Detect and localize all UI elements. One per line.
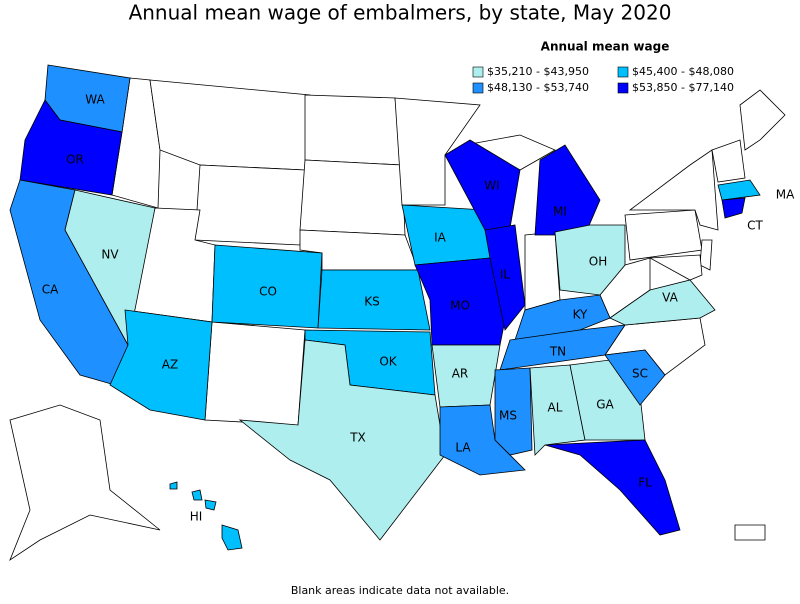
state-label: IA bbox=[434, 231, 447, 245]
state bbox=[494, 367, 533, 456]
state-label: MA bbox=[776, 188, 795, 202]
state-label: MI bbox=[553, 205, 567, 219]
state-label: TX bbox=[349, 431, 366, 445]
state-label: GA bbox=[596, 398, 614, 412]
state bbox=[19, 99, 123, 196]
legend-swatch bbox=[472, 66, 484, 78]
state-label: WI bbox=[484, 179, 499, 193]
state-label: CO bbox=[259, 285, 277, 299]
state bbox=[444, 139, 521, 231]
legend-swatch bbox=[617, 66, 629, 78]
state bbox=[499, 324, 626, 371]
state bbox=[238, 339, 446, 541]
state-label: KY bbox=[573, 308, 588, 322]
state bbox=[221, 524, 243, 551]
state-label: OH bbox=[589, 255, 607, 269]
state-label: MS bbox=[499, 409, 517, 423]
title: Annual mean wage of embalmers, by state,… bbox=[129, 1, 672, 25]
state bbox=[484, 224, 526, 331]
state-label: AZ bbox=[162, 358, 178, 372]
legend-label: $45,400 - $48,080 bbox=[632, 65, 734, 78]
legend-swatch bbox=[617, 82, 629, 94]
state-label: CT bbox=[747, 219, 763, 233]
state bbox=[609, 279, 716, 326]
state-label: SC bbox=[632, 367, 648, 381]
state bbox=[439, 404, 526, 476]
state bbox=[191, 489, 203, 501]
state-label: LA bbox=[455, 441, 471, 455]
legend-label: $53,850 - $77,140 bbox=[632, 81, 734, 94]
state-label: FL bbox=[638, 476, 652, 490]
state bbox=[544, 439, 681, 536]
state-label: WA bbox=[85, 93, 105, 107]
state bbox=[169, 481, 178, 490]
state-label: IL bbox=[500, 268, 511, 282]
state-label: KS bbox=[364, 295, 380, 309]
state-label: MO bbox=[450, 299, 470, 313]
legend-title: Annual mean wage bbox=[541, 40, 670, 54]
legend-swatch bbox=[472, 82, 484, 94]
legend: $35,210 - $43,950 $45,400 - $48,080 $48,13… bbox=[472, 65, 734, 94]
state-label: CA bbox=[42, 283, 59, 297]
state-label: HI bbox=[190, 510, 203, 524]
state bbox=[204, 499, 217, 511]
state bbox=[721, 197, 746, 219]
state bbox=[317, 269, 431, 331]
state bbox=[534, 144, 601, 236]
state-label: AR bbox=[452, 367, 469, 381]
state bbox=[604, 349, 666, 406]
state bbox=[554, 224, 626, 296]
state-label: NV bbox=[101, 248, 119, 262]
legend-label: $35,210 - $43,950 bbox=[487, 65, 589, 78]
state-label: AL bbox=[548, 401, 563, 415]
state-label: VA bbox=[662, 291, 678, 305]
footnote: Blank areas indicate data not available. bbox=[291, 584, 509, 597]
state-label: OK bbox=[379, 355, 397, 369]
blank-states bbox=[9, 77, 786, 562]
state bbox=[717, 179, 761, 201]
state-label: TN bbox=[549, 345, 566, 359]
state bbox=[529, 364, 586, 456]
state-label: OR bbox=[66, 153, 84, 167]
legend-label: $48,130 - $53,740 bbox=[487, 81, 589, 94]
data-states: WA OR CA NV AZ CO KS OK TX IA MO AR LA W… bbox=[9, 64, 795, 551]
